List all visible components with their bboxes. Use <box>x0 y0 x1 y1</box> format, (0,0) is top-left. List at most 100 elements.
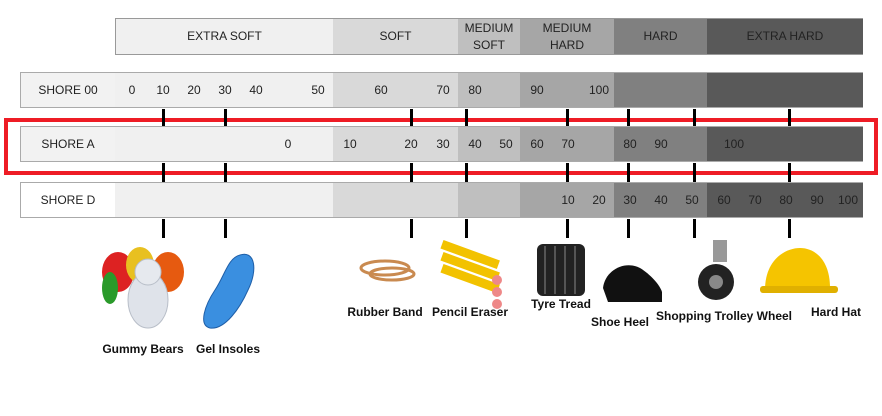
scale-value: 80 <box>623 137 637 151</box>
category-soft: SOFT <box>379 29 412 43</box>
label-rubber-band: Rubber Band <box>347 305 423 319</box>
tick-mark <box>788 109 791 126</box>
rubber-band-icon <box>359 259 416 282</box>
scale-segment <box>707 183 863 217</box>
tick-mark <box>627 163 630 182</box>
scale-segment <box>333 127 458 161</box>
scale-value: 80 <box>779 193 793 207</box>
label-gel-insoles: Gel Insoles <box>195 342 261 356</box>
scale-value: 50 <box>499 137 513 151</box>
tick-mark <box>566 109 569 126</box>
tick-mark <box>224 163 227 182</box>
scale-value: 60 <box>374 83 388 97</box>
tick-mark <box>627 219 630 238</box>
tyre-tread-icon <box>537 244 585 296</box>
scale-value: 50 <box>311 83 325 97</box>
category-medium-soft: MEDIUM SOFT <box>464 20 514 52</box>
label-hard-hat: Hard Hat <box>810 305 862 319</box>
scale-value: 40 <box>654 193 668 207</box>
scale-segment <box>614 127 707 161</box>
scale-value: 80 <box>468 83 482 97</box>
label-gummy-bears: Gummy Bears <box>102 342 184 356</box>
pencil-eraser-icon <box>440 240 502 309</box>
scale-segment <box>614 73 707 107</box>
tick-mark <box>627 109 630 126</box>
scale-value: 100 <box>588 83 610 97</box>
example-images <box>102 240 838 329</box>
tick-mark <box>224 219 227 238</box>
scale-value: 20 <box>592 193 606 207</box>
scale-segment <box>458 183 520 217</box>
tick-mark <box>465 219 468 238</box>
hard-hat-icon <box>760 248 838 293</box>
scale-value: 60 <box>530 137 544 151</box>
tick-mark <box>566 163 569 182</box>
scale-value: 10 <box>343 137 357 151</box>
shoe-heel-icon <box>603 265 662 302</box>
tick-mark <box>465 109 468 126</box>
gel-insoles-icon <box>203 253 255 329</box>
scale-value: 50 <box>685 193 699 207</box>
scale-segment <box>614 183 707 217</box>
label-pencil-eraser: Pencil Eraser <box>431 305 509 319</box>
scale-value: 40 <box>468 137 482 151</box>
scale-value: 0 <box>128 83 136 97</box>
scale-value: 30 <box>218 83 232 97</box>
scale-value: 60 <box>717 193 731 207</box>
gummy-bears-icon <box>102 247 184 329</box>
scale-segment <box>333 73 458 107</box>
scale-segment <box>458 127 520 161</box>
scale-segment <box>707 73 863 107</box>
scale-row-shore-d: SHORE D 10 20 30 40 50 60 70 80 90 100 <box>20 182 863 218</box>
tick-mark <box>693 219 696 238</box>
scale-value: 20 <box>187 83 201 97</box>
tick-mark <box>693 163 696 182</box>
scale-row-shore-00: SHORE 00 0 10 20 30 40 50 60 70 80 90 100 <box>20 72 863 108</box>
category-extra-hard: EXTRA HARD <box>746 29 824 43</box>
scale-segment <box>115 183 333 217</box>
scale-value: 70 <box>436 83 450 97</box>
scale-value: 90 <box>654 137 668 151</box>
shopping-trolley-wheel-icon <box>698 240 734 300</box>
scale-value: 90 <box>810 193 824 207</box>
scale-value: 40 <box>249 83 263 97</box>
tick-mark <box>410 109 413 126</box>
tick-mark <box>410 219 413 238</box>
tick-mark <box>162 219 165 238</box>
scale-value: 20 <box>404 137 418 151</box>
hardness-category-header: EXTRA SOFT SOFT MEDIUM SOFT MEDIUM HARD … <box>115 18 863 55</box>
scale-label: SHORE D <box>20 183 115 217</box>
tick-mark <box>162 163 165 182</box>
scale-value: 100 <box>837 193 859 207</box>
scale-value: 90 <box>530 83 544 97</box>
label-shoe-heel: Shoe Heel <box>590 315 650 329</box>
scale-row-shore-a: SHORE A 0 10 20 30 40 50 60 70 80 90 100 <box>20 126 863 162</box>
scale-value: 100 <box>724 137 745 151</box>
category-medium-hard: MEDIUM HARD <box>542 20 592 52</box>
category-hard: HARD <box>643 29 678 43</box>
shore-a-highlight-box <box>4 118 878 175</box>
scale-value: 10 <box>156 83 170 97</box>
scale-label: SHORE 00 <box>20 73 115 107</box>
tick-mark <box>162 109 165 126</box>
label-tyre-tread: Tyre Tread <box>531 297 591 311</box>
scale-segment <box>115 73 333 107</box>
scale-segment <box>520 127 614 161</box>
tick-mark <box>693 109 696 126</box>
scale-value: 70 <box>748 193 762 207</box>
scale-value: 70 <box>561 137 575 151</box>
tick-mark <box>410 163 413 182</box>
scale-segment <box>707 127 863 161</box>
scale-value: 0 <box>284 137 292 151</box>
tick-mark <box>224 109 227 126</box>
scale-segment <box>115 127 333 161</box>
tick-mark <box>788 219 791 238</box>
tick-mark <box>566 219 569 238</box>
label-shopping-trolley-wheel: Shopping Trolley Wheel <box>655 309 793 323</box>
scale-segment <box>520 73 614 107</box>
scale-label: SHORE A <box>20 127 115 161</box>
category-extra-soft: EXTRA SOFT <box>187 29 262 43</box>
tick-mark <box>788 163 791 182</box>
scale-segment <box>333 183 458 217</box>
scale-segment <box>520 183 614 217</box>
